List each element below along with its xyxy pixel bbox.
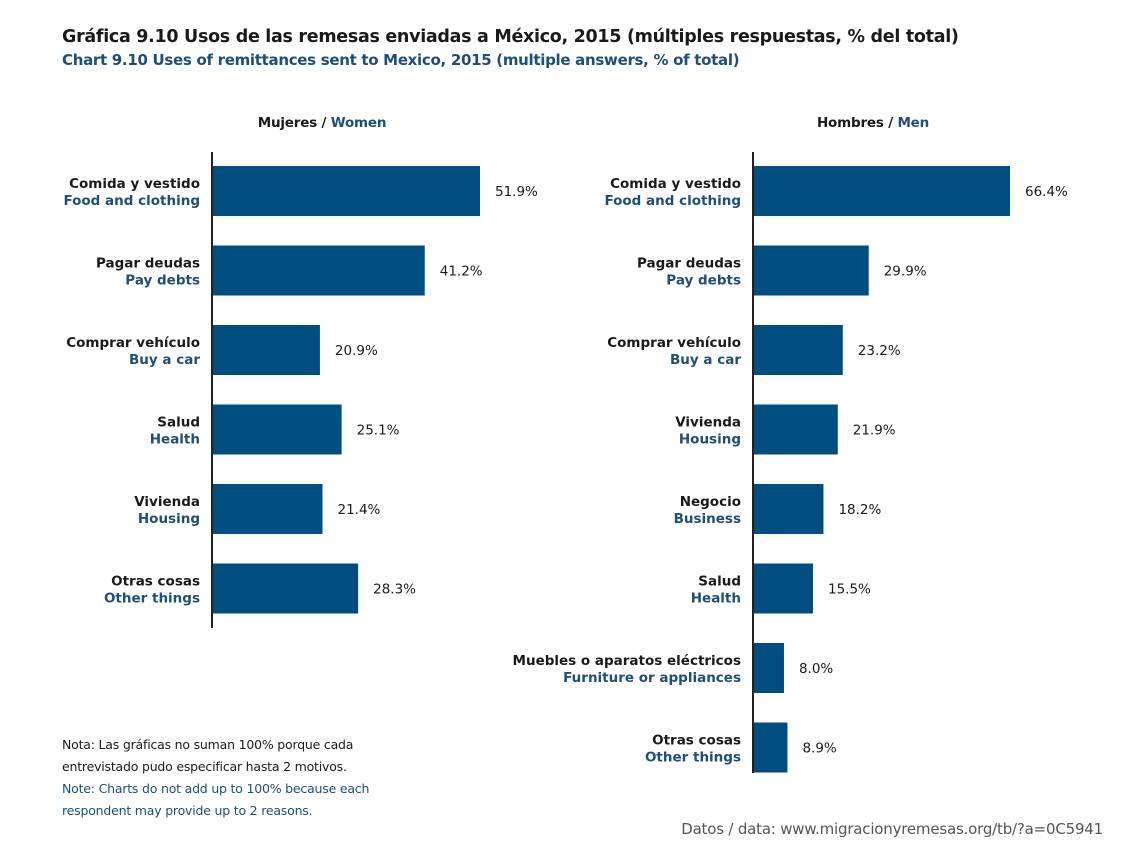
value-label-women-2: 20.9% [335,343,378,359]
category-label-en-men-5: Health [691,591,741,607]
value-label-men-1: 29.9% [884,264,927,280]
panel-title-women: Mujeres / Women [212,115,432,131]
category-label-es-men-7: Otras cosas [652,733,741,749]
bar-men-6 [753,643,784,693]
panel-title-men-sep: / [883,115,898,131]
category-label-en-women-4: Housing [138,511,200,527]
category-label-es-men-0: Comida y vestido [610,176,741,192]
chart-title-english: Chart 9.10 Uses of remittances sent to M… [62,51,740,69]
bar-women-5 [212,563,359,614]
category-label-en-men-3: Housing [679,432,741,448]
bar-men-2 [753,325,843,375]
category-label-es-women-2: Comprar vehículo [66,335,200,351]
category-label-es-women-1: Pagar deudas [96,256,200,272]
category-label-es-women-3: Salud [157,415,200,431]
value-label-men-6: 8.0% [799,661,833,677]
bar-women-2 [212,325,320,375]
footnote: Nota: Las gráficas no suman 100% porque … [62,734,369,822]
bar-women-4 [212,484,323,534]
panel-title-men-es: Hombres [816,115,884,131]
category-label-es-women-0: Comida y vestido [69,176,200,192]
note-es-line-1: Nota: Las gráficas no suman 100% porque … [62,737,354,752]
category-label-es-men-3: Vivienda [675,415,741,431]
value-label-men-5: 15.5% [828,582,871,598]
category-label-es-women-4: Vivienda [134,494,200,510]
note-es-line-2: entrevistado pudo especificar hasta 2 mo… [62,759,347,774]
panel-title-men-en: Men [897,115,930,131]
value-label-women-4: 21.4% [338,502,381,518]
bar-men-5 [753,563,813,614]
category-label-en-men-2: Buy a car [670,352,741,368]
category-label-en-men-0: Food and clothing [604,193,741,209]
category-label-en-men-1: Pay debts [666,273,741,289]
data-source: Datos / data: www.migracionyremesas.org/… [681,820,1103,838]
note-en-line-1: Note: Charts do not add up to 100% becau… [62,781,370,796]
category-label-es-women-5: Otras cosas [111,574,200,590]
value-label-men-2: 23.2% [858,343,901,359]
bar-women-1 [212,245,425,296]
category-label-en-women-2: Buy a car [129,352,200,368]
category-label-es-men-2: Comprar vehículo [607,335,741,351]
category-label-en-women-3: Health [150,432,200,448]
value-label-women-1: 41.2% [440,264,483,280]
category-label-es-men-6: Muebles o aparatos eléctricos [513,653,741,669]
note-en-line-2: respondent may provide up to 2 reasons. [62,803,313,818]
category-label-en-women-5: Other things [104,591,200,607]
category-label-en-women-0: Food and clothing [63,193,200,209]
category-label-en-women-1: Pay debts [125,273,200,289]
category-label-es-men-5: Salud [698,574,741,590]
value-label-men-3: 21.9% [853,423,896,439]
value-label-men-0: 66.4% [1025,184,1068,200]
bar-women-0 [212,166,480,216]
category-label-es-men-4: Negocio [680,494,741,510]
bar-men-3 [753,404,838,455]
bar-women-3 [212,404,342,455]
category-label-en-men-6: Furniture or appliances [563,670,741,686]
panel-title-women-sep: / [317,115,331,131]
category-label-es-men-1: Pagar deudas [637,256,741,272]
chart-title-spanish: Gráfica 9.10 Usos de las remesas enviada… [62,27,959,47]
bar-men-4 [753,484,824,534]
panel-title-men: Hombres / Men [763,115,983,131]
value-label-men-4: 18.2% [838,502,881,518]
bar-men-7 [753,722,788,773]
panel-title-women-es: Mujeres [257,115,317,131]
bar-men-1 [753,245,869,296]
bar-men-0 [753,166,1010,216]
value-label-men-7: 8.9% [802,741,836,757]
value-label-women-0: 51.9% [495,184,538,200]
category-label-en-men-7: Other things [645,750,741,766]
panel-title-women-en: Women [330,115,387,131]
value-label-women-3: 25.1% [357,423,400,439]
value-label-women-5: 28.3% [373,582,416,598]
category-label-en-men-4: Business [674,511,741,527]
